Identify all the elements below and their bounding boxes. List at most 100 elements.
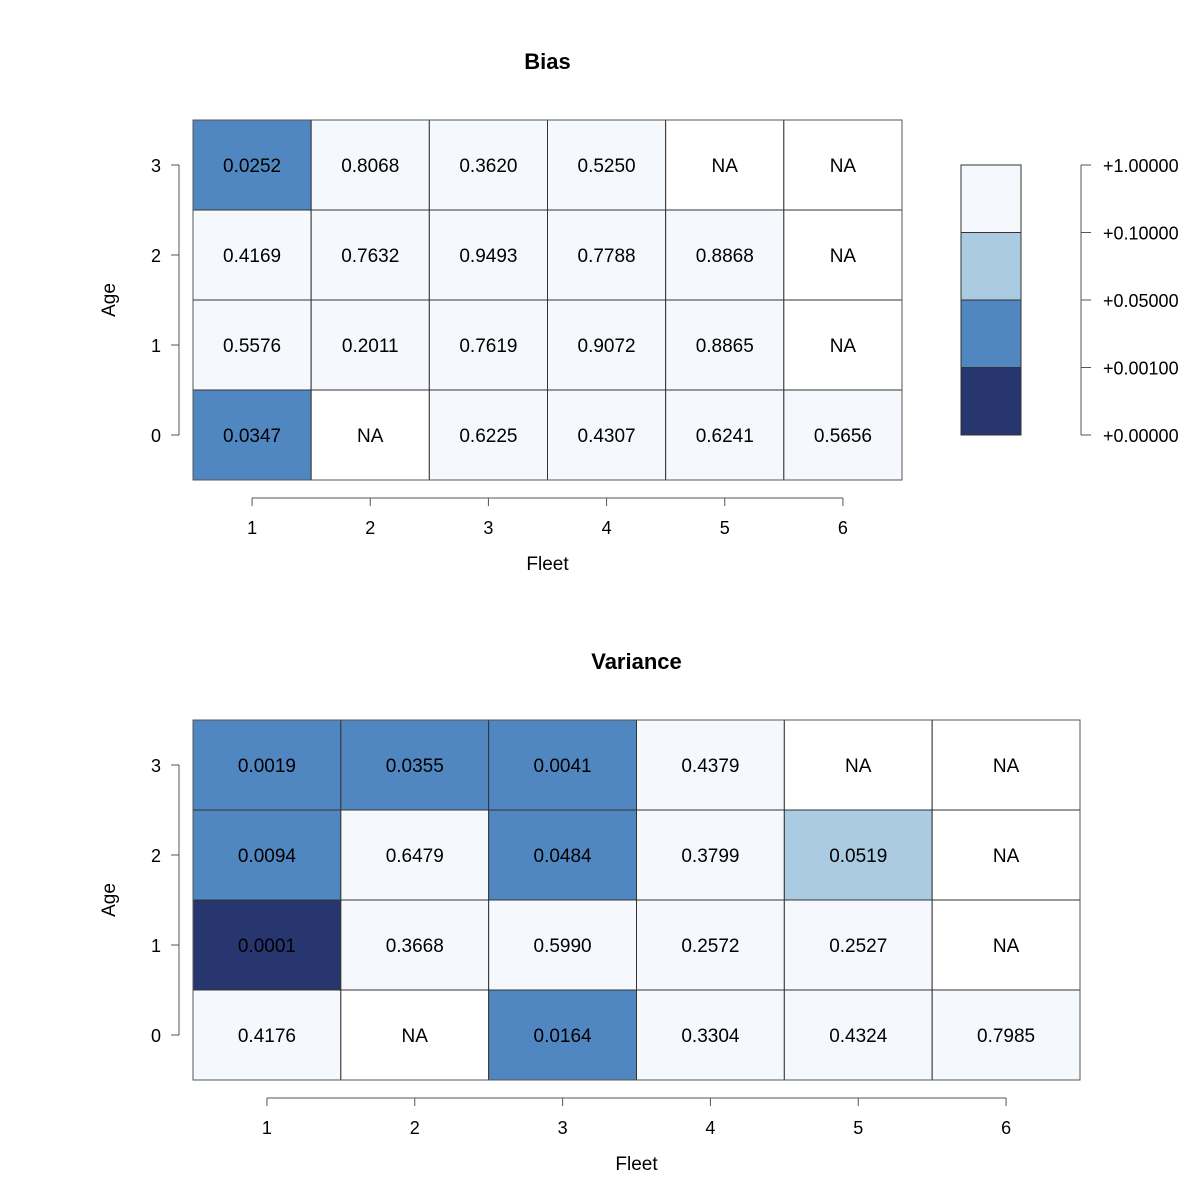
cell-value: 0.8865 bbox=[696, 336, 754, 357]
y-tick-label: 1 bbox=[151, 336, 161, 356]
cell-value: 0.5250 bbox=[578, 156, 636, 177]
cell-value: 0.3304 bbox=[681, 1026, 740, 1047]
x-axis-label: Fleet bbox=[526, 554, 569, 575]
y-tick-label: 3 bbox=[151, 756, 161, 776]
x-tick-label: 2 bbox=[365, 518, 375, 538]
heatmap-cell bbox=[192, 299, 312, 391]
heatmap-cell bbox=[192, 809, 342, 901]
y-tick-label: 3 bbox=[151, 156, 161, 176]
heatmap-cell bbox=[931, 899, 1081, 991]
x-axis-label: Fleet bbox=[615, 1154, 658, 1175]
cell-value: 0.4169 bbox=[223, 246, 281, 267]
cell-value: NA bbox=[357, 426, 384, 447]
heatmap-cell bbox=[783, 209, 903, 301]
heatmap-cell bbox=[340, 809, 490, 901]
cell-value: 0.5576 bbox=[223, 336, 281, 357]
color-legend: +1.00000 +0.10000 +0.05000 +0.00100 +0.00000 bbox=[960, 156, 1179, 446]
heatmap-cell bbox=[428, 299, 549, 391]
legend-swatch bbox=[960, 299, 1022, 368]
cell-value: 0.0519 bbox=[829, 846, 887, 867]
heatmap-cell bbox=[547, 209, 667, 301]
heatmap-cell bbox=[192, 119, 312, 211]
legend-tick-label: +1.00000 bbox=[1103, 156, 1179, 176]
heatmap-cell bbox=[783, 899, 933, 991]
cell-value: NA bbox=[993, 846, 1020, 867]
cell-value: NA bbox=[845, 756, 872, 777]
heatmap-cell bbox=[547, 299, 667, 391]
cell-value: 0.0001 bbox=[238, 936, 296, 957]
cell-value: 0.8868 bbox=[696, 246, 754, 267]
heatmap-cell bbox=[636, 989, 785, 1081]
cell-value: 0.0484 bbox=[534, 846, 593, 867]
legend-tick-label: +0.00000 bbox=[1103, 426, 1179, 446]
x-tick-label: 3 bbox=[558, 1118, 568, 1138]
heatmap-cell bbox=[192, 899, 342, 991]
heatmap-panel-1: Bias 0.0252 0.8068 0.3620 0.5250 NA NA 0.4169 0.… bbox=[99, 49, 903, 575]
cell-value: 0.3620 bbox=[459, 156, 517, 177]
y-tick-label: 2 bbox=[151, 246, 161, 266]
cell-value: 0.8068 bbox=[341, 156, 399, 177]
heatmap-cell bbox=[488, 989, 637, 1081]
y-axis-label: Age bbox=[99, 283, 120, 317]
cell-value: 0.6479 bbox=[386, 846, 444, 867]
y-tick-label: 0 bbox=[151, 1026, 161, 1046]
cell-value: NA bbox=[830, 336, 857, 357]
x-tick-label: 5 bbox=[853, 1118, 863, 1138]
heatmap-cell bbox=[340, 989, 490, 1081]
x-tick-label: 5 bbox=[720, 518, 730, 538]
cell-value: 0.7788 bbox=[578, 246, 636, 267]
cell-value: 0.4379 bbox=[681, 756, 739, 777]
cell-value: 0.2011 bbox=[342, 336, 399, 357]
heatmap-cell bbox=[547, 389, 667, 481]
heatmap-cell bbox=[783, 299, 903, 391]
cell-value: 0.0252 bbox=[223, 156, 281, 177]
plot-frame bbox=[192, 719, 1081, 1081]
cell-value: 0.3668 bbox=[386, 936, 444, 957]
cell-value: NA bbox=[830, 246, 857, 267]
heatmap-cell bbox=[310, 389, 430, 481]
x-tick-label: 1 bbox=[247, 518, 257, 538]
x-tick-label: 3 bbox=[483, 518, 493, 538]
heatmap-cell bbox=[547, 119, 667, 211]
heatmap-cell bbox=[488, 719, 637, 811]
cell-value: 0.5656 bbox=[814, 426, 872, 447]
x-axis: 1 2 3 4 5 6 bbox=[247, 497, 848, 538]
y-tick-label: 1 bbox=[151, 936, 161, 956]
legend-swatch bbox=[960, 367, 1022, 436]
cell-value: 0.4176 bbox=[238, 1026, 296, 1047]
heatmap-cell bbox=[931, 719, 1081, 811]
heatmap-cell bbox=[310, 119, 430, 211]
y-axis: 3 2 1 0 bbox=[151, 756, 180, 1046]
cell-value: 0.4307 bbox=[578, 426, 636, 447]
heatmap-cell bbox=[340, 719, 490, 811]
heatmap-cell bbox=[665, 389, 785, 481]
cell-value: 0.3799 bbox=[681, 846, 739, 867]
cell-value: 0.0019 bbox=[238, 756, 296, 777]
heatmap-cell bbox=[665, 299, 785, 391]
heatmap-cell bbox=[428, 389, 549, 481]
cell-value: 0.7619 bbox=[459, 336, 517, 357]
x-tick-label: 4 bbox=[602, 518, 612, 538]
cell-value: 0.5990 bbox=[534, 936, 592, 957]
y-axis: 3 2 1 0 bbox=[151, 156, 180, 446]
heatmap-cell bbox=[783, 809, 933, 901]
cell-value: 0.0355 bbox=[386, 756, 444, 777]
cell-value: 0.2572 bbox=[681, 936, 739, 957]
chart-title: Bias bbox=[524, 49, 570, 74]
legend-swatch bbox=[960, 232, 1022, 301]
heatmap-cell bbox=[192, 719, 342, 811]
legend-tick-label: +0.05000 bbox=[1103, 291, 1179, 311]
cell-value: 0.9493 bbox=[459, 246, 517, 267]
heatmap-cell bbox=[310, 299, 430, 391]
cell-value: 0.7632 bbox=[341, 246, 399, 267]
y-axis-label: Age bbox=[99, 883, 120, 917]
heatmap-cell bbox=[665, 119, 785, 211]
heatmap-cell bbox=[192, 389, 312, 481]
heatmap-cell bbox=[783, 119, 903, 211]
y-tick-label: 2 bbox=[151, 846, 161, 866]
cell-value: 0.2527 bbox=[829, 936, 887, 957]
x-tick-label: 6 bbox=[838, 518, 848, 538]
x-tick-label: 2 bbox=[410, 1118, 420, 1138]
x-axis: 1 2 3 4 5 6 bbox=[262, 1097, 1011, 1138]
cell-value: NA bbox=[830, 156, 857, 177]
